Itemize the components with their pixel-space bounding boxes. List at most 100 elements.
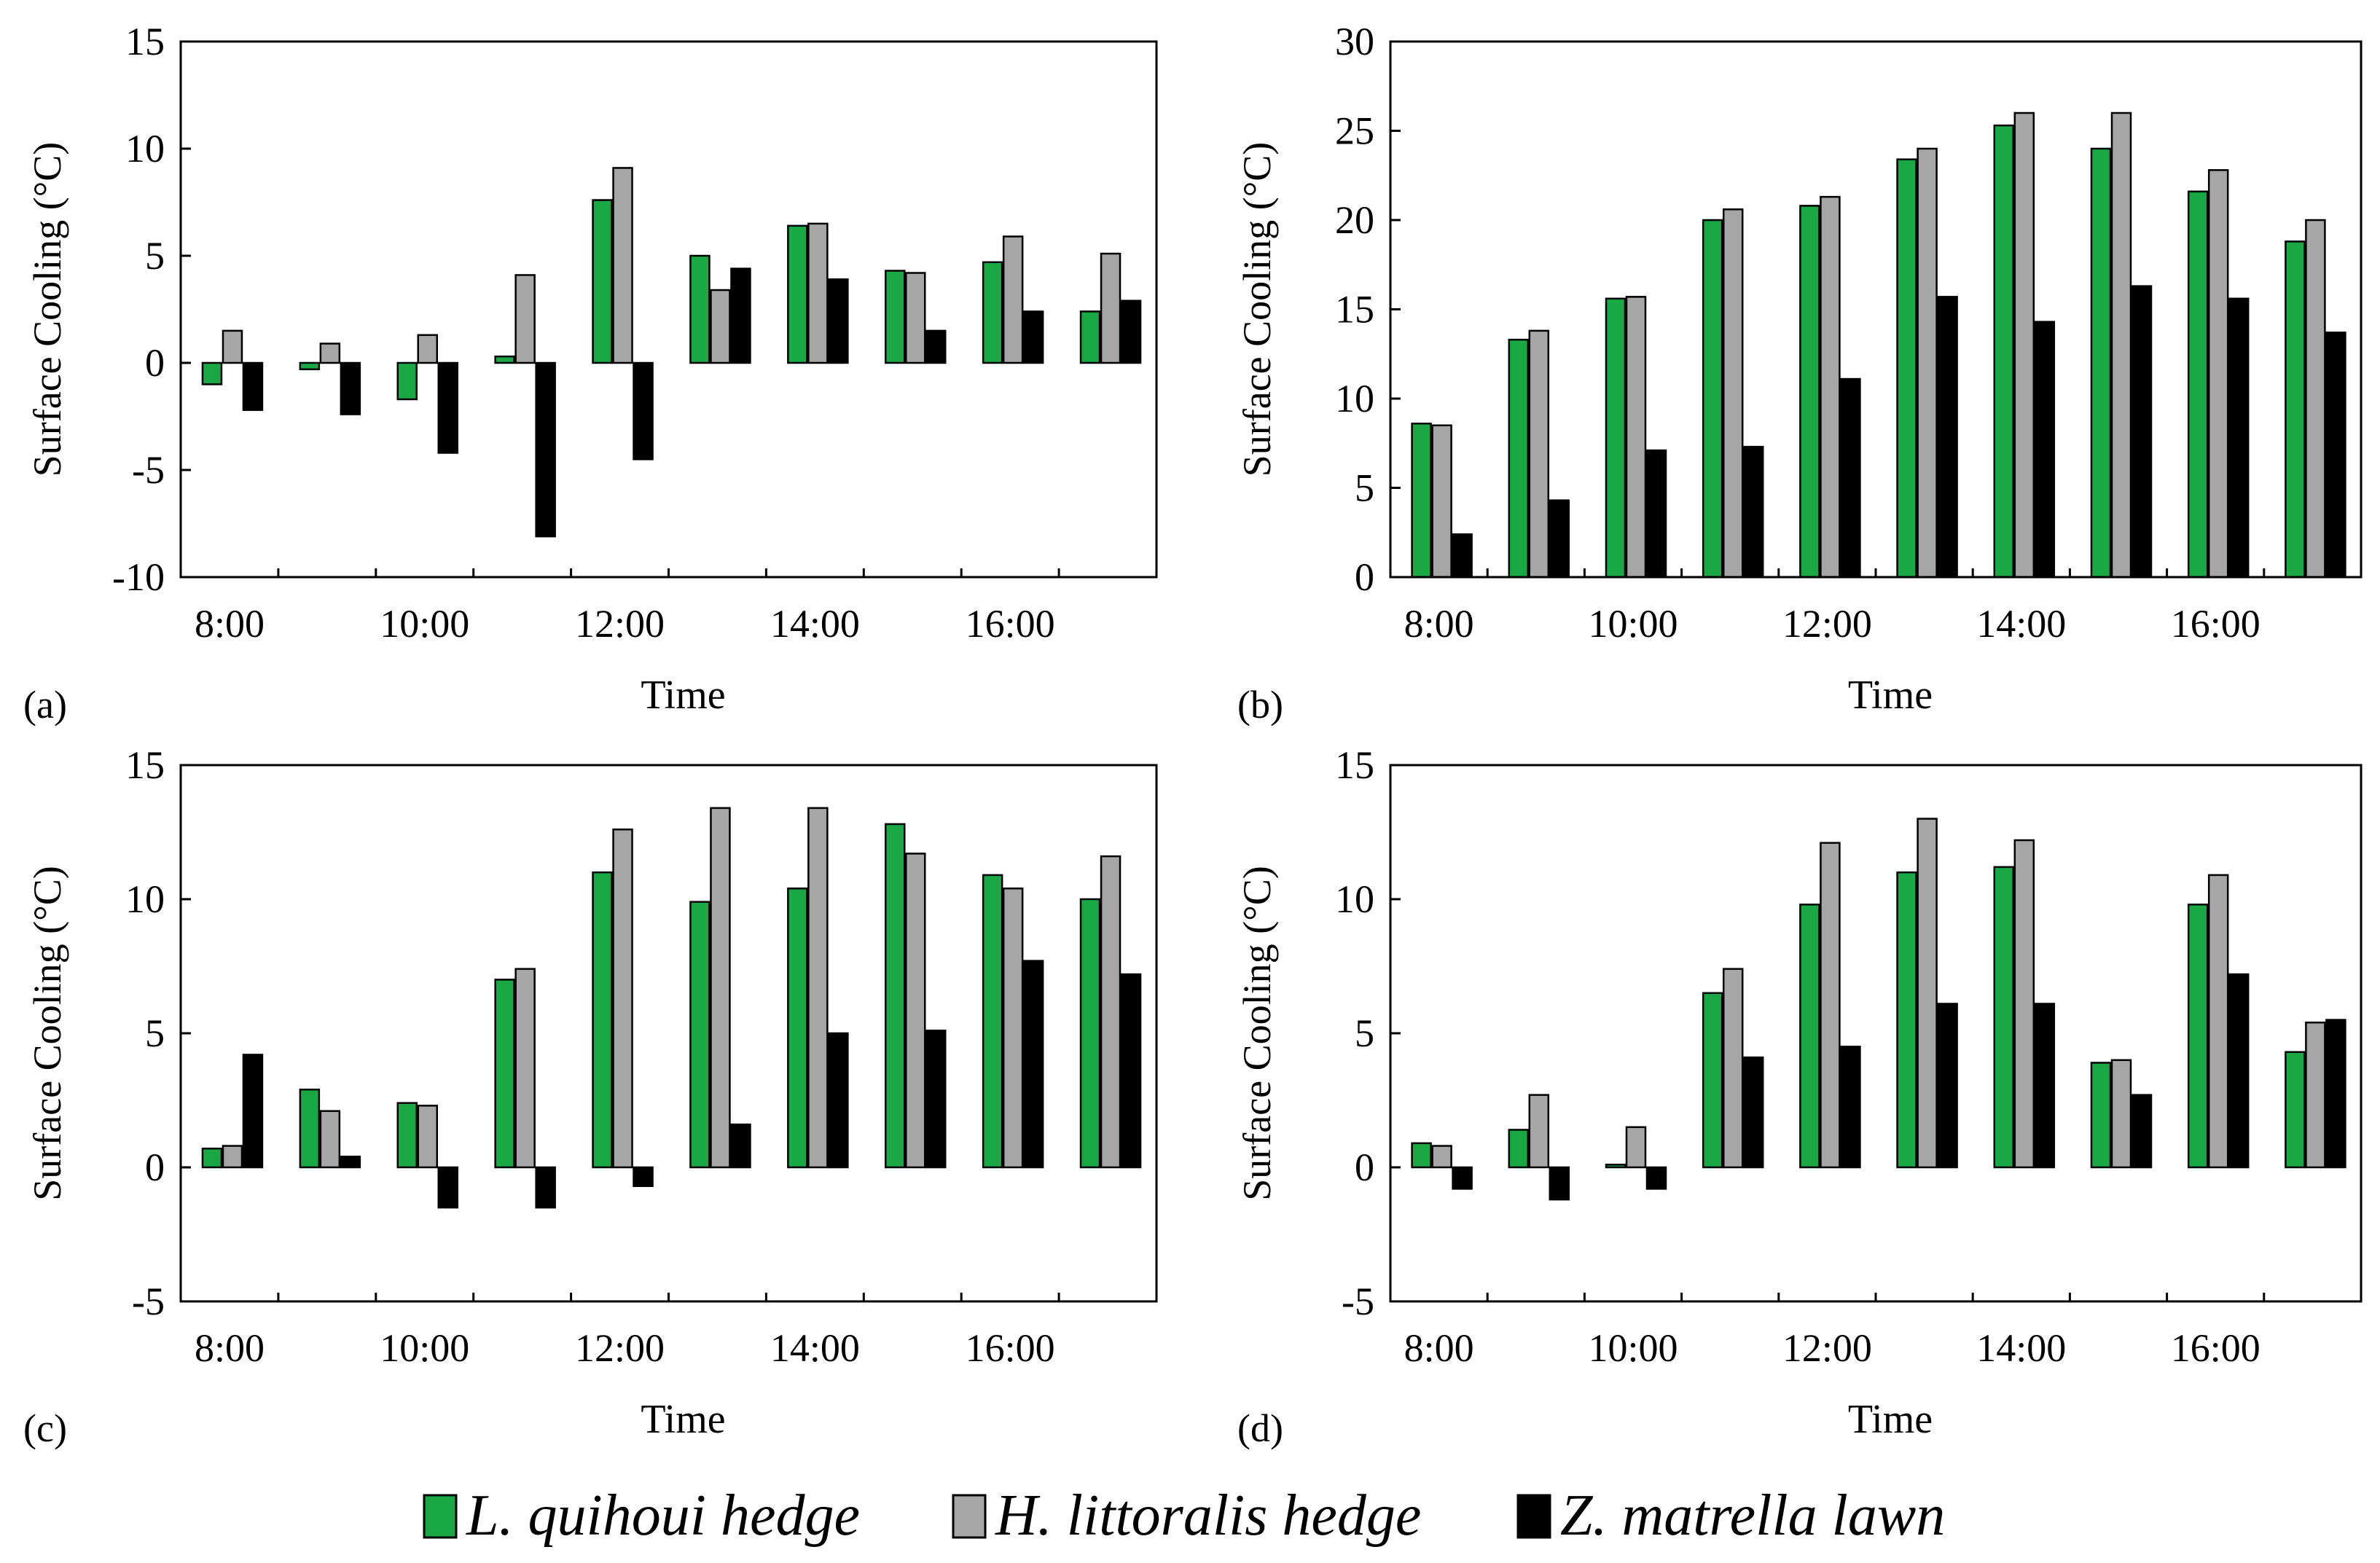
bar-lquihoui-10:00 [396,361,418,401]
x-tick-label: 16:00 [2171,1326,2260,1370]
y-tick-label: 15 [125,20,165,63]
bar-hlittoralis-8:00 [1431,1145,1452,1169]
bar-lquihoui-14:00 [787,888,808,1169]
bar-zmatrella-15:00 [925,329,947,364]
bar-zmatrella-10:00 [1645,1166,1667,1190]
bar-hlittoralis-10:00 [1625,296,1647,579]
bar-lquihoui-13:00 [1896,871,1917,1169]
bar-hlittoralis-16:00 [1002,888,1024,1169]
x-tick-label: 10:00 [380,1326,469,1370]
bar-hlittoralis-8:00 [222,329,243,364]
bar-lquihoui-9:00 [299,361,321,371]
legend-label: L. quihoui hedge [466,1484,860,1548]
bar-hlittoralis-8:00 [222,1145,243,1169]
x-tick-label: 14:00 [770,1326,860,1370]
bar-zmatrella-17:00 [1120,973,1142,1169]
y-tick-label: 15 [125,743,165,787]
bar-lquihoui-16:00 [2187,904,2209,1169]
bar-lquihoui-15:00 [885,823,906,1169]
bar-zmatrella-11:00 [535,1166,556,1209]
x-tick-label: 16:00 [966,602,1055,646]
y-tick-label: 0 [145,1145,165,1189]
x-tick-label: 12:00 [575,602,665,646]
bar-zmatrella-12:00 [1840,1046,1861,1169]
y-tick-label: -5 [132,1280,165,1323]
bar-zmatrella-16:00 [2228,297,2250,579]
bar-hlittoralis-12:00 [1820,195,1841,579]
bar-lquihoui-11:00 [494,355,515,364]
bar-hlittoralis-11:00 [514,274,536,364]
legend-swatch [1516,1494,1551,1539]
chart-panel-d: -5 0 5 10 15 8:00 10:00 12:00 14:00 16:00 Time Surf… [1235,743,2363,1450]
bar-lquihoui-10:00 [1605,1164,1627,1169]
bar-hlittoralis-15:00 [2110,111,2132,579]
y-axis-title: Surface Cooling (°C) [26,142,69,477]
bar-hlittoralis-12:00 [1820,842,1841,1169]
bar-hlittoralis-14:00 [2013,839,2035,1169]
legend-swatch [423,1494,458,1539]
bar-lquihoui-16:00 [2187,190,2209,579]
bar-lquihoui-16:00 [982,874,1003,1169]
bar-lquihoui-8:00 [1411,1142,1432,1169]
bar-lquihoui-10:00 [1605,297,1627,579]
x-tick-label: 16:00 [966,1326,1055,1370]
y-tick-label: -10 [112,555,165,599]
bar-hlittoralis-15:00 [905,272,926,364]
bar-zmatrella-15:00 [925,1030,947,1169]
bar-hlittoralis-9:00 [1528,329,1550,579]
bar-lquihoui-13:00 [689,254,711,364]
panel-label: (a) [23,683,67,726]
y-tick-label: 5 [145,234,165,278]
bar-lquihoui-13:00 [1896,158,1917,579]
bar-hlittoralis-11:00 [1722,208,1744,579]
bar-hlittoralis-17:00 [2305,1022,2326,1169]
bar-hlittoralis-14:00 [807,222,829,364]
bar-hlittoralis-8:00 [1431,424,1452,579]
y-tick-label: -5 [1342,1280,1374,1323]
x-tick-label: 12:00 [1782,1326,1872,1370]
bar-zmatrella-14:00 [828,278,849,364]
y-tick-label: 5 [145,1011,165,1055]
bar-lquihoui-8:00 [1411,423,1432,579]
legend-label: Z. matrella lawn [1560,1484,1945,1548]
y-tick-label: 5 [1355,1011,1374,1055]
bar-lquihoui-13:00 [689,901,711,1169]
bar-zmatrella-8:00 [242,361,264,411]
bar-hlittoralis-9:00 [319,342,341,364]
bar-lquihoui-12:00 [1799,205,1820,579]
bar-zmatrella-13:00 [730,1123,751,1169]
bar-zmatrella-8:00 [1452,533,1473,579]
bar-zmatrella-11:00 [535,361,556,538]
y-tick-label: 15 [1335,743,1374,787]
x-tick-label: 8:00 [1404,1326,1474,1370]
y-tick-label: 20 [1335,198,1374,242]
bar-zmatrella-10:00 [437,1166,458,1209]
bar-lquihoui-17:00 [1079,898,1101,1169]
bar-zmatrella-9:00 [340,361,361,415]
bar-zmatrella-17:00 [1120,299,1142,364]
x-tick-label: 12:00 [575,1326,665,1370]
x-tick-label: 8:00 [195,602,265,646]
bar-zmatrella-16:00 [2228,973,2250,1169]
bar-hlittoralis-10:00 [417,334,438,364]
bar-zmatrella-11:00 [1742,1056,1764,1169]
bar-zmatrella-12:00 [1840,377,1861,579]
bar-lquihoui-17:00 [2285,1051,2306,1169]
panel-label: (d) [1237,1406,1283,1450]
bar-zmatrella-16:00 [1022,960,1044,1169]
bar-hlittoralis-14:00 [807,807,829,1169]
bar-hlittoralis-13:00 [1917,818,1938,1169]
bar-hlittoralis-13:00 [1917,147,1938,579]
legend-item-hlittoralis: H. littoralis hedge [952,1484,1421,1548]
y-axis-title: Surface Cooling (°C) [26,866,69,1201]
bar-hlittoralis-11:00 [1722,968,1744,1169]
legend-label: H. littoralis hedge [995,1484,1421,1548]
x-tick-label: 16:00 [2171,602,2260,646]
bar-lquihoui-8:00 [201,1147,223,1169]
legend-swatch [952,1494,987,1539]
legend: L. quihoui hedge H. littoralis hedge Z. ma… [423,1484,1945,1548]
x-tick-label: 10:00 [1588,1326,1678,1370]
bar-zmatrella-10:00 [437,361,458,454]
bar-hlittoralis-15:00 [905,853,926,1169]
